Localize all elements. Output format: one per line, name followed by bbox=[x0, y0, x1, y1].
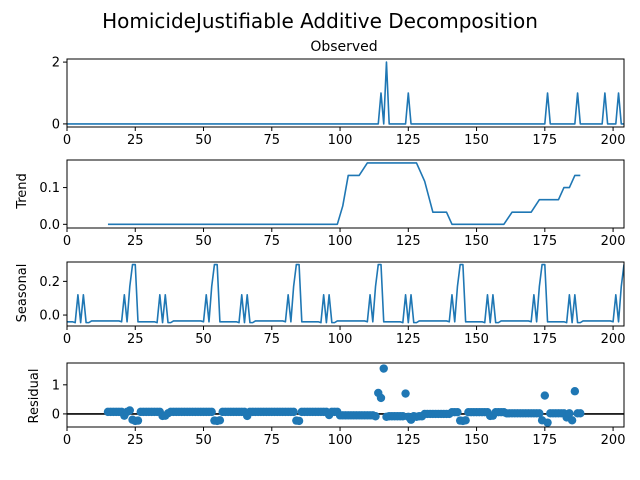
x-tick-label: 50 bbox=[195, 433, 212, 448]
x-tick-label: 175 bbox=[532, 433, 557, 448]
observed-series-line bbox=[67, 61, 624, 125]
x-tick-label: 200 bbox=[601, 133, 626, 148]
x-tick-label: 75 bbox=[264, 332, 281, 347]
residual-point bbox=[567, 416, 577, 425]
trend-series-line bbox=[107, 162, 581, 226]
residual-point bbox=[133, 416, 143, 425]
x-tick-label: 75 bbox=[264, 433, 281, 448]
x-tick-label: 0 bbox=[63, 133, 71, 148]
x-tick-label: 150 bbox=[464, 133, 489, 148]
seasonal-axes-frame bbox=[66, 261, 625, 327]
panel-trend: Trend 0 25 50 75 100 125 150 175 200 0.0 0.1 bbox=[15, 159, 626, 249]
x-tick-label: 125 bbox=[396, 234, 421, 249]
y-tick-label: 1 bbox=[52, 378, 60, 393]
y-tick-label: 0.2 bbox=[39, 275, 60, 290]
panel-trend-plot: 0 25 50 75 100 125 150 175 200 0.0 0.1 bbox=[39, 159, 626, 249]
residual-point bbox=[453, 407, 462, 417]
x-tick-label: 25 bbox=[127, 433, 144, 448]
x-tick-label: 0 bbox=[63, 332, 71, 347]
residual-point bbox=[371, 412, 380, 421]
x-tick-label: 200 bbox=[601, 433, 626, 448]
x-tick-label: 0 bbox=[63, 234, 71, 249]
x-tick-label: 100 bbox=[328, 332, 353, 347]
panel-seasonal-plot: 0 25 50 75 100 125 150 175 200 0.0 0.2 bbox=[39, 261, 626, 347]
y-tick-label: 0.0 bbox=[39, 218, 60, 233]
x-tick-label: 125 bbox=[396, 433, 421, 448]
residual-point bbox=[207, 407, 216, 417]
x-tick-label: 50 bbox=[195, 332, 212, 347]
residual-point bbox=[289, 407, 298, 417]
x-tick-label: 150 bbox=[464, 234, 489, 249]
x-tick-label: 175 bbox=[532, 332, 557, 347]
figure-title: HomicideJustifiable Additive Decompositi… bbox=[102, 9, 538, 33]
residual-point bbox=[125, 406, 134, 415]
trend-axes-frame bbox=[66, 159, 625, 229]
panel-observed-title: Observed bbox=[310, 39, 377, 55]
residual-axes-frame bbox=[66, 362, 625, 428]
residual-point bbox=[570, 387, 580, 396]
x-tick-label: 75 bbox=[264, 234, 281, 249]
y-tick-label: 0.0 bbox=[39, 309, 60, 324]
residual-point bbox=[535, 409, 544, 418]
residual-point bbox=[565, 409, 574, 418]
x-tick-label: 125 bbox=[396, 332, 421, 347]
panel-seasonal-ylabel: Seasonal bbox=[15, 264, 30, 323]
x-tick-label: 125 bbox=[396, 133, 421, 148]
x-tick-label: 175 bbox=[532, 133, 557, 148]
x-tick-label: 0 bbox=[63, 433, 71, 448]
panel-residual: Residual 0 25 50 75 100 125 150 175 200 0 1 bbox=[27, 362, 626, 448]
residual-point bbox=[461, 416, 470, 425]
x-tick-label: 150 bbox=[464, 332, 489, 347]
x-tick-label: 100 bbox=[328, 133, 353, 148]
panel-observed-plot: 0 25 50 75 100 125 150 175 200 0 2 bbox=[52, 56, 626, 148]
residual-point bbox=[543, 418, 552, 427]
x-tick-label: 50 bbox=[195, 234, 212, 249]
y-tick-label: 2 bbox=[52, 56, 60, 71]
residual-point bbox=[376, 393, 386, 403]
x-tick-label: 175 bbox=[532, 234, 557, 249]
x-tick-label: 25 bbox=[127, 332, 144, 347]
observed-axes-frame bbox=[66, 58, 625, 128]
x-tick-label: 100 bbox=[328, 433, 353, 448]
y-tick-label: 0 bbox=[52, 407, 60, 422]
panel-trend-ylabel: Trend bbox=[15, 173, 30, 210]
x-tick-label: 50 bbox=[195, 133, 212, 148]
residual-point bbox=[401, 389, 410, 398]
x-tick-label: 100 bbox=[328, 234, 353, 249]
x-tick-label: 75 bbox=[264, 133, 281, 148]
panel-residual-plot: 0 25 50 75 100 125 150 175 200 0 1 bbox=[52, 362, 626, 448]
residual-point bbox=[576, 409, 585, 418]
residual-point bbox=[540, 391, 550, 400]
residual-point bbox=[379, 364, 388, 373]
residual-point bbox=[294, 416, 304, 426]
x-tick-label: 25 bbox=[127, 234, 144, 249]
x-tick-label: 25 bbox=[127, 133, 144, 148]
residual-point bbox=[215, 416, 225, 425]
seasonal-series-line bbox=[67, 263, 624, 324]
x-tick-label: 200 bbox=[601, 332, 626, 347]
y-tick-label: 0.1 bbox=[39, 181, 60, 196]
x-tick-label: 150 bbox=[464, 433, 489, 448]
panel-residual-ylabel: Residual bbox=[27, 369, 42, 424]
panel-observed: Observed 0 25 50 75 100 125 150 175 200 0 2 bbox=[52, 39, 626, 148]
y-tick-label: 0 bbox=[52, 117, 60, 132]
panel-seasonal: Seasonal 0 25 50 75 100 125 150 175 200 0.0 0.2 bbox=[15, 261, 626, 347]
x-tick-label: 200 bbox=[601, 234, 626, 249]
